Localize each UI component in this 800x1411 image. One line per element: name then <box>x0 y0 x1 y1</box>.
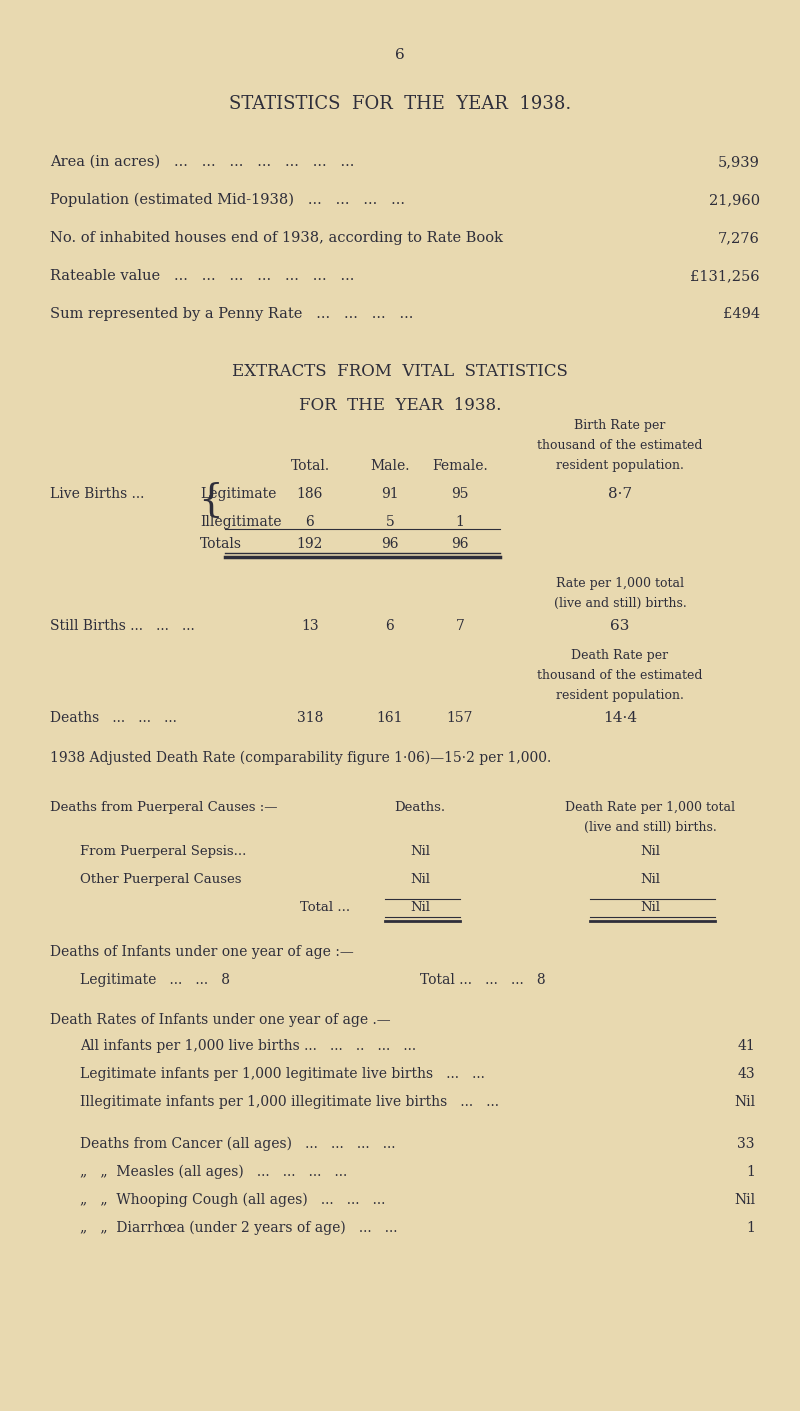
Text: 7: 7 <box>455 619 465 634</box>
Text: 43: 43 <box>738 1067 755 1081</box>
Text: 1938 Adjusted Death Rate (comparability figure 1·06)—15·2 per 1,000.: 1938 Adjusted Death Rate (comparability … <box>50 751 551 765</box>
Text: „   „  Diarrhœa (under 2 years of age)   ...   ...: „ „ Diarrhœa (under 2 years of age) ... … <box>80 1221 398 1236</box>
Text: 96: 96 <box>382 538 398 552</box>
Text: Rate per 1,000 total: Rate per 1,000 total <box>556 577 684 590</box>
Text: All infants per 1,000 live births ...   ...   ..   ...   ...: All infants per 1,000 live births ... ..… <box>80 1038 416 1053</box>
Text: Total.: Total. <box>290 459 330 473</box>
Text: 96: 96 <box>451 538 469 552</box>
Text: £494: £494 <box>723 308 760 320</box>
Text: 1: 1 <box>746 1221 755 1235</box>
Text: Death Rate per: Death Rate per <box>571 649 669 662</box>
Text: Total ...: Total ... <box>300 902 350 914</box>
Text: {: { <box>198 483 222 519</box>
Text: Death Rate per 1,000 total: Death Rate per 1,000 total <box>565 801 735 814</box>
Text: Death Rates of Infants under one year of age .—: Death Rates of Infants under one year of… <box>50 1013 390 1027</box>
Text: Nil: Nil <box>640 902 660 914</box>
Text: No. of inhabited houses end of 1938, according to Rate Book: No. of inhabited houses end of 1938, acc… <box>50 231 503 246</box>
Text: resident population.: resident population. <box>556 689 684 703</box>
Text: 5: 5 <box>386 515 394 529</box>
Text: 6: 6 <box>395 48 405 62</box>
Text: 7,276: 7,276 <box>718 231 760 246</box>
Text: 186: 186 <box>297 487 323 501</box>
Text: resident population.: resident population. <box>556 459 684 473</box>
Text: Deaths from Cancer (all ages)   ...   ...   ...   ...: Deaths from Cancer (all ages) ... ... ..… <box>80 1137 395 1151</box>
Text: „   „  Measles (all ages)   ...   ...   ...   ...: „ „ Measles (all ages) ... ... ... ... <box>80 1165 347 1180</box>
Text: thousand of the estimated: thousand of the estimated <box>538 669 702 682</box>
Text: 157: 157 <box>446 711 474 725</box>
Text: Nil: Nil <box>734 1192 755 1206</box>
Text: 33: 33 <box>738 1137 755 1151</box>
Text: 1: 1 <box>746 1165 755 1180</box>
Text: Sum represented by a Penny Rate   ...   ...   ...   ...: Sum represented by a Penny Rate ... ... … <box>50 308 414 320</box>
Text: Deaths   ...   ...   ...: Deaths ... ... ... <box>50 711 177 725</box>
Text: Birth Rate per: Birth Rate per <box>574 419 666 432</box>
Text: (live and still) births.: (live and still) births. <box>554 597 686 610</box>
Text: Still Births ...   ...   ...: Still Births ... ... ... <box>50 619 194 634</box>
Text: 21,960: 21,960 <box>709 193 760 207</box>
Text: Other Puerperal Causes: Other Puerperal Causes <box>80 873 242 886</box>
Text: (live and still) births.: (live and still) births. <box>584 821 716 834</box>
Text: 1: 1 <box>455 515 465 529</box>
Text: 14·4: 14·4 <box>603 711 637 725</box>
Text: Illegitimate infants per 1,000 illegitimate live births   ...   ...: Illegitimate infants per 1,000 illegitim… <box>80 1095 499 1109</box>
Text: Deaths from Puerperal Causes :—: Deaths from Puerperal Causes :— <box>50 801 278 814</box>
Text: Nil: Nil <box>640 873 660 886</box>
Text: Nil: Nil <box>410 873 430 886</box>
Text: Nil: Nil <box>410 845 430 858</box>
Text: Deaths.: Deaths. <box>394 801 446 814</box>
Text: 41: 41 <box>738 1038 755 1053</box>
Text: thousand of the estimated: thousand of the estimated <box>538 439 702 452</box>
Text: Nil: Nil <box>640 845 660 858</box>
Text: 6: 6 <box>306 515 314 529</box>
Text: 13: 13 <box>301 619 319 634</box>
Text: Live Births ...: Live Births ... <box>50 487 144 501</box>
Text: Legitimate infants per 1,000 legitimate live births   ...   ...: Legitimate infants per 1,000 legitimate … <box>80 1067 485 1081</box>
Text: £131,256: £131,256 <box>690 270 760 284</box>
Text: 192: 192 <box>297 538 323 552</box>
Text: 161: 161 <box>377 711 403 725</box>
Text: Population (estimated Mid-1938)   ...   ...   ...   ...: Population (estimated Mid-1938) ... ... … <box>50 193 405 207</box>
Text: Totals: Totals <box>200 538 242 552</box>
Text: 63: 63 <box>610 619 630 634</box>
Text: STATISTICS  FOR  THE  YEAR  1938.: STATISTICS FOR THE YEAR 1938. <box>229 95 571 113</box>
Text: Legitimate   ...   ...   8: Legitimate ... ... 8 <box>80 974 230 988</box>
Text: Total ...   ...   ...   8: Total ... ... ... 8 <box>420 974 546 988</box>
Text: 95: 95 <box>451 487 469 501</box>
Text: Rateable value   ...   ...   ...   ...   ...   ...   ...: Rateable value ... ... ... ... ... ... .… <box>50 270 354 284</box>
Text: Female.: Female. <box>432 459 488 473</box>
Text: 318: 318 <box>297 711 323 725</box>
Text: 5,939: 5,939 <box>718 155 760 169</box>
Text: 8·7: 8·7 <box>608 487 632 501</box>
Text: Illegitimate: Illegitimate <box>200 515 282 529</box>
Text: From Puerperal Sepsis...: From Puerperal Sepsis... <box>80 845 246 858</box>
Text: 91: 91 <box>381 487 399 501</box>
Text: 6: 6 <box>386 619 394 634</box>
Text: Male.: Male. <box>370 459 410 473</box>
Text: Nil: Nil <box>410 902 430 914</box>
Text: FOR  THE  YEAR  1938.: FOR THE YEAR 1938. <box>299 396 501 413</box>
Text: EXTRACTS  FROM  VITAL  STATISTICS: EXTRACTS FROM VITAL STATISTICS <box>232 363 568 380</box>
Text: Legitimate: Legitimate <box>200 487 276 501</box>
Text: Nil: Nil <box>734 1095 755 1109</box>
Text: Area (in acres)   ...   ...   ...   ...   ...   ...   ...: Area (in acres) ... ... ... ... ... ... … <box>50 155 354 169</box>
Text: „   „  Whooping Cough (all ages)   ...   ...   ...: „ „ Whooping Cough (all ages) ... ... ..… <box>80 1192 386 1208</box>
Text: Deaths of Infants under one year of age :—: Deaths of Infants under one year of age … <box>50 945 354 959</box>
